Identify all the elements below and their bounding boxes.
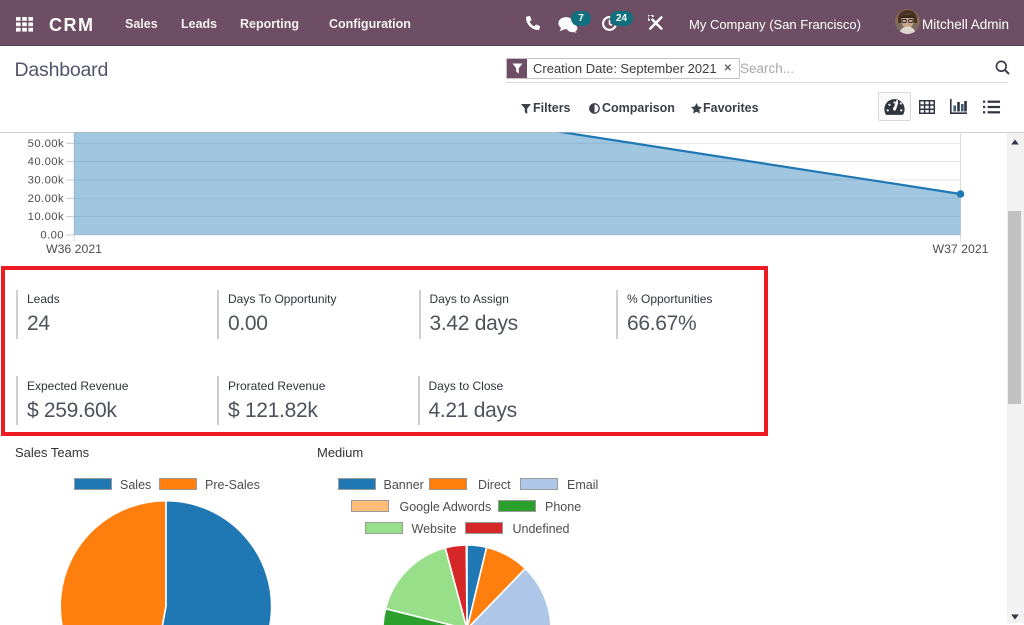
svg-text:0.00: 0.00 [40,230,64,242]
svg-text:W36 2021: W36 2021 [46,242,102,256]
svg-text:30.00k: 30.00k [28,175,64,187]
svg-text:10.00k: 10.00k [28,211,64,223]
svg-text:50.00k: 50.00k [28,138,64,150]
svg-text:40.00k: 40.00k [28,156,64,168]
svg-text:W37 2021: W37 2021 [932,242,988,256]
svg-text:20.00k: 20.00k [28,193,64,205]
